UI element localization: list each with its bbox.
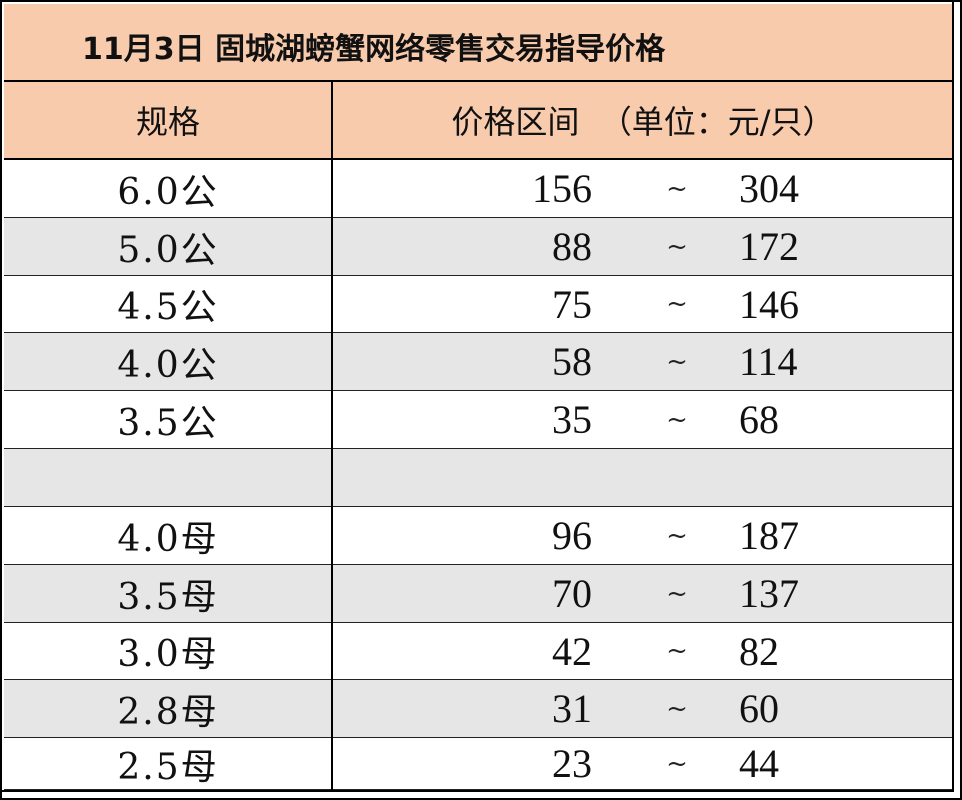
cell-price-low: 70 (552, 571, 592, 616)
table-right-border (952, 2, 954, 792)
column-header-spec: 规格 (135, 103, 200, 141)
cell-price-low: 96 (552, 513, 592, 558)
table-row: 2.8母 31 ~60 (4, 680, 952, 738)
table-title: 11月3日 固城湖螃蟹网络零售交易指导价格 (82, 32, 666, 67)
cell-price-high: 172 (739, 224, 799, 269)
cell-range-separator: ~ (666, 289, 688, 319)
table-row-spacer (4, 449, 952, 507)
cell-price-low: 23 (552, 741, 592, 786)
cell-range-separator: ~ (666, 231, 688, 262)
cell-price-high: 114 (739, 339, 798, 384)
cell-spec: 2.5母 (117, 746, 219, 788)
table-row: 2.5母 23 ~44 (4, 738, 952, 790)
table-row: 3.5母 70 ~137 (4, 565, 952, 623)
cell-price-high: 187 (739, 513, 799, 558)
table-row: 3.0母 42 ~82 (4, 623, 952, 680)
cell-price-high: 304 (739, 166, 799, 211)
cell-spec (4, 449, 332, 506)
column-divider (331, 82, 333, 792)
cell-range-separator: ~ (666, 520, 688, 551)
table-title-row: 11月3日 固城湖螃蟹网络零售交易指导价格 (4, 4, 954, 82)
cell-range-separator: ~ (666, 404, 688, 435)
cell-spec: 2.8母 (117, 691, 219, 733)
cell-price-low: 42 (552, 628, 592, 674)
table-row: 5.0公 88 ~172 (4, 218, 952, 276)
table-header-row: 规格 价格区间 （单位：元/只） (4, 82, 954, 160)
cell-range-separator: ~ (666, 346, 688, 377)
cell-range-separator: ~ (666, 693, 688, 724)
cell-price-low: 35 (552, 397, 592, 442)
cell-spec: 4.0母 (117, 518, 219, 560)
cell-spec: 4.0公 (117, 344, 219, 386)
table-row: 4.0公 58 ~114 (4, 333, 952, 391)
cell-range-separator: ~ (666, 748, 688, 779)
cell-spec: 6.0公 (117, 171, 219, 213)
cell-spec: 3.5公 (117, 402, 219, 444)
cell-range-separator: ~ (666, 578, 688, 609)
cell-price-low: 58 (552, 339, 592, 384)
cell-price-high: 68 (739, 397, 779, 442)
table-row: 4.0母 96 ~187 (4, 507, 952, 565)
cell-spec: 5.0公 (117, 229, 219, 271)
column-header-price-range: 价格区间 （单位：元/只） (451, 103, 835, 141)
cell-price-high: 60 (739, 686, 779, 731)
cell-price-high: 82 (739, 628, 779, 674)
cell-price-high: 44 (739, 741, 779, 786)
cell-spec: 3.5母 (117, 576, 219, 618)
table-row: 4.5公 75 ~146 (4, 276, 952, 333)
cell-range-separator: ~ (666, 173, 688, 204)
cell-price-low: 88 (552, 224, 592, 269)
cell-spec: 3.0母 (117, 634, 219, 675)
cell-price-high: 146 (739, 281, 799, 327)
cell-price-low: 156 (532, 166, 592, 211)
table-row: 6.0公 156 ~304 (4, 160, 952, 218)
cell-price-low: 31 (552, 686, 592, 731)
table-bottom-border (2, 790, 954, 792)
table-row: 3.5公 35 ~68 (4, 391, 952, 449)
cell-spec: 4.5公 (117, 287, 219, 328)
cell-price-high: 137 (739, 571, 799, 616)
cell-price-low: 75 (552, 281, 592, 327)
cell-range-separator: ~ (666, 636, 688, 666)
